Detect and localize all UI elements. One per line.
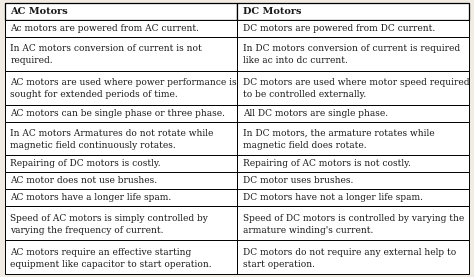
Text: All DC motors are single phase.: All DC motors are single phase. (243, 109, 388, 117)
Text: AC Motors: AC Motors (10, 7, 68, 16)
Bar (5, 155, 237, 172)
Bar (237, 37, 469, 71)
Bar (5, 104, 237, 122)
Bar (5, 172, 237, 189)
Text: Ac motors are powered from AC current.: Ac motors are powered from AC current. (10, 24, 199, 33)
Bar (237, 122, 469, 155)
Text: DC motors have not a longer life spam.: DC motors have not a longer life spam. (243, 193, 423, 202)
Text: DC motors are powered from DC current.: DC motors are powered from DC current. (243, 24, 435, 33)
Text: DC motors do not require any external help to
start operation.: DC motors do not require any external he… (243, 248, 456, 269)
Bar (237, 71, 469, 104)
Text: AC motors require an effective starting
equipment like capacitor to start operat: AC motors require an effective starting … (10, 248, 212, 269)
Text: Speed of DC motors is controlled by varying the
armature winding's current.: Speed of DC motors is controlled by vary… (243, 214, 464, 235)
Bar (5, 240, 237, 274)
Text: AC motors can be single phase or three phase.: AC motors can be single phase or three p… (10, 109, 225, 117)
Bar (5, 71, 237, 104)
Text: In DC motors, the armature rotates while
magnetic field does rotate.: In DC motors, the armature rotates while… (243, 129, 434, 150)
Text: DC Motors: DC Motors (243, 7, 301, 16)
Bar (5, 206, 237, 240)
Bar (237, 155, 469, 172)
Bar (237, 206, 469, 240)
Bar (5, 20, 237, 37)
Bar (237, 3, 469, 20)
Text: AC motor does not use brushes.: AC motor does not use brushes. (10, 176, 157, 185)
Bar (237, 240, 469, 274)
Text: AC motors have a longer life spam.: AC motors have a longer life spam. (10, 193, 172, 202)
Text: Repairing of DC motors is costly.: Repairing of DC motors is costly. (10, 160, 161, 168)
Bar (5, 189, 237, 206)
Bar (237, 172, 469, 189)
Text: In DC motors conversion of current is required
like ac into dc current.: In DC motors conversion of current is re… (243, 44, 460, 65)
Bar (237, 189, 469, 206)
Bar (237, 20, 469, 37)
Text: In AC motors conversion of current is not
required.: In AC motors conversion of current is no… (10, 44, 202, 65)
Text: Speed of AC motors is simply controlled by
varying the frequency of current.: Speed of AC motors is simply controlled … (10, 214, 208, 235)
Text: DC motor uses brushes.: DC motor uses brushes. (243, 176, 353, 185)
Text: AC motors are used where power performance is
sought for extended periods of tim: AC motors are used where power performan… (10, 78, 237, 99)
Text: Repairing of AC motors is not costly.: Repairing of AC motors is not costly. (243, 160, 410, 168)
Bar (5, 122, 237, 155)
Text: In AC motors Armatures do not rotate while
magnetic field continuously rotates.: In AC motors Armatures do not rotate whi… (10, 129, 214, 150)
Text: DC motors are used where motor speed required
to be controlled externally.: DC motors are used where motor speed req… (243, 78, 469, 99)
Bar (5, 37, 237, 71)
Bar (237, 104, 469, 122)
Bar (5, 3, 237, 20)
